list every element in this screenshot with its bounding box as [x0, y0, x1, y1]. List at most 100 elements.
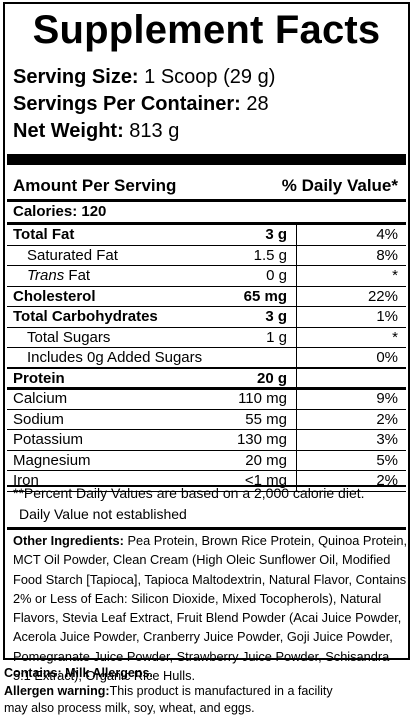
contains-allergens: Contains: Milk Allergens. — [4, 666, 153, 680]
nutrient-name-text: Fat — [64, 267, 91, 284]
nutrient-daily-value: 4% — [376, 226, 398, 243]
nutrient-name-text: Magnesium — [13, 451, 91, 469]
nutrient-amount: 130 mg — [236, 431, 287, 448]
nutrient-name: Calcium — [13, 388, 67, 410]
nutrient-daily-value: 0% — [376, 349, 398, 366]
net-weight-label: Net Weight: — [13, 120, 124, 142]
nutrient-row: Total Fat 3 g 4% — [13, 224, 400, 246]
nutrient-name: Includes 0g Added Sugars — [27, 347, 202, 369]
nutrient-daily-value: 9% — [376, 390, 398, 407]
nutrient-name: Saturated Fat — [27, 245, 118, 267]
nutrient-name-text: Sodium — [13, 410, 64, 428]
footnote-dv-not-established: Daily Value not established — [19, 506, 187, 522]
amount-per-serving-header: Amount Per Serving — [13, 176, 177, 195]
nutrient-name: Cholesterol — [13, 286, 96, 308]
nutrient-amount: 65 mg — [243, 287, 287, 305]
nutrient-row: Saturated Fat 1.5 g 8% — [13, 245, 400, 267]
serving-size-label: Serving Size: — [13, 66, 139, 88]
row-separator — [7, 366, 406, 369]
nutrient-row: Includes 0g Added Sugars 0% — [13, 347, 400, 369]
divider-above-ingredients — [7, 527, 406, 530]
calories-row: Calories: 120 — [13, 201, 400, 223]
nutrient-name-italic: Trans — [27, 267, 65, 284]
nutrient-row: Calcium 110 mg 9% — [13, 388, 400, 410]
nutrient-row: Magnesium 20 mg 5% — [13, 450, 400, 472]
nutrient-name: Magnesium — [13, 450, 91, 472]
other-ingredients: Other Ingredients: Pea Protein, Brown Ri… — [13, 531, 409, 685]
supplement-facts-panel: Supplement Facts Serving Size: 1 Scoop (… — [3, 2, 410, 683]
column-divider — [296, 224, 297, 491]
row-separator — [7, 429, 406, 430]
nutrient-name-text: Total Fat — [13, 226, 75, 243]
nutrient-name-text: Cholesterol — [13, 287, 96, 305]
nutrient-row: Protein 20 g — [13, 368, 400, 390]
row-separator — [7, 408, 406, 410]
nutrient-name: Sodium — [13, 409, 64, 431]
nutrient-daily-value: 3% — [376, 431, 398, 448]
row-separator — [7, 449, 406, 451]
nutrient-daily-value: 2% — [376, 472, 398, 489]
nutrient-row: Sodium 55 mg 2% — [13, 409, 400, 431]
divider-under-table — [7, 485, 406, 487]
row-separator — [7, 326, 406, 328]
nutrient-daily-value: 1% — [376, 308, 398, 325]
serving-size-value: 1 Scoop (29 g) — [138, 66, 276, 88]
footnote-percent-dv: **Percent Daily Values are based on a 2,… — [13, 485, 365, 501]
nutrient-daily-value: 5% — [376, 451, 398, 469]
nutrient-amount: 3 g — [265, 308, 287, 325]
panel-title: Supplement Facts — [32, 8, 381, 52]
nutrient-name: Protein — [13, 368, 65, 390]
row-separator — [7, 387, 406, 390]
nutrient-amount: <1 mg — [244, 472, 287, 489]
nutrient-name-text: Protein — [13, 369, 65, 387]
nutrient-amount: 3 g — [265, 226, 287, 243]
nutrient-name: Potassium — [13, 429, 83, 451]
net-weight: Net Weight: 813 g — [13, 120, 179, 143]
serving-size: Serving Size: 1 Scoop (29 g) — [13, 66, 275, 89]
daily-value-header: % Daily Value* — [281, 176, 398, 195]
row-separator — [7, 244, 406, 246]
nutrient-row: Cholesterol 65 mg 22% — [13, 286, 400, 308]
nutrient-amount: 55 mg — [245, 410, 287, 428]
nutrient-name-text: Calcium — [13, 390, 68, 407]
nutrient-daily-value: 8% — [376, 246, 398, 264]
nutrient-daily-value: * — [392, 328, 398, 346]
servings-per-container-label: Servings Per Container: — [13, 93, 241, 115]
nutrient-daily-value: * — [392, 267, 398, 284]
allergen-warning-line2: may also process milk, soy, wheat, and e… — [4, 701, 255, 715]
nutrient-amount: 1 g — [266, 328, 287, 346]
other-ingredients-label: Other Ingredients: — [13, 533, 124, 548]
row-separator — [7, 347, 406, 348]
nutrient-row: Total Carbohydrates 3 g 1% — [13, 306, 400, 328]
nutrient-amount: 110 mg — [238, 390, 287, 407]
nutrient-name-text: Total Carbohydrates — [13, 308, 158, 325]
nutrient-row: Iron <1 mg 2% — [13, 470, 400, 492]
nutrient-name-text: Saturated Fat — [27, 246, 118, 264]
nutrient-name: Iron — [13, 470, 39, 492]
nutrient-daily-value: 22% — [367, 287, 398, 305]
calories-label: Calories: 120 — [13, 203, 107, 220]
row-separator — [7, 265, 406, 266]
contains-text: Contains: Milk Allergens. — [4, 666, 153, 680]
nutrient-name-text: Includes 0g Added Sugars — [27, 349, 203, 366]
thick-divider-top — [7, 154, 406, 165]
nutrient-row: Trans Fat 0 g * — [13, 265, 400, 287]
servings-per-container-value: 28 — [240, 93, 269, 115]
nutrient-daily-value: 2% — [376, 410, 398, 428]
nutrient-name: Total Carbohydrates — [13, 306, 158, 328]
nutrient-name-text: Total Sugars — [27, 328, 111, 346]
nutrient-name-text: Iron — [13, 472, 39, 489]
nutrient-name: Trans Fat — [27, 265, 90, 287]
nutrient-amount: 0 g — [266, 267, 287, 284]
nutrient-name: Total Fat — [13, 224, 74, 246]
row-separator — [7, 490, 406, 492]
nutrient-amount: 1.5 g — [253, 246, 287, 264]
divider-under-header — [7, 199, 406, 202]
row-separator — [7, 306, 406, 307]
row-separator — [7, 285, 406, 287]
servings-per-container: Servings Per Container: 28 — [13, 93, 269, 116]
nutrient-row: Potassium 130 mg 3% — [13, 429, 400, 451]
row-separator — [7, 470, 406, 471]
allergen-warning: Allergen warning:This product is manufac… — [4, 684, 333, 698]
nutrient-row: Total Sugars 1 g * — [13, 327, 400, 349]
